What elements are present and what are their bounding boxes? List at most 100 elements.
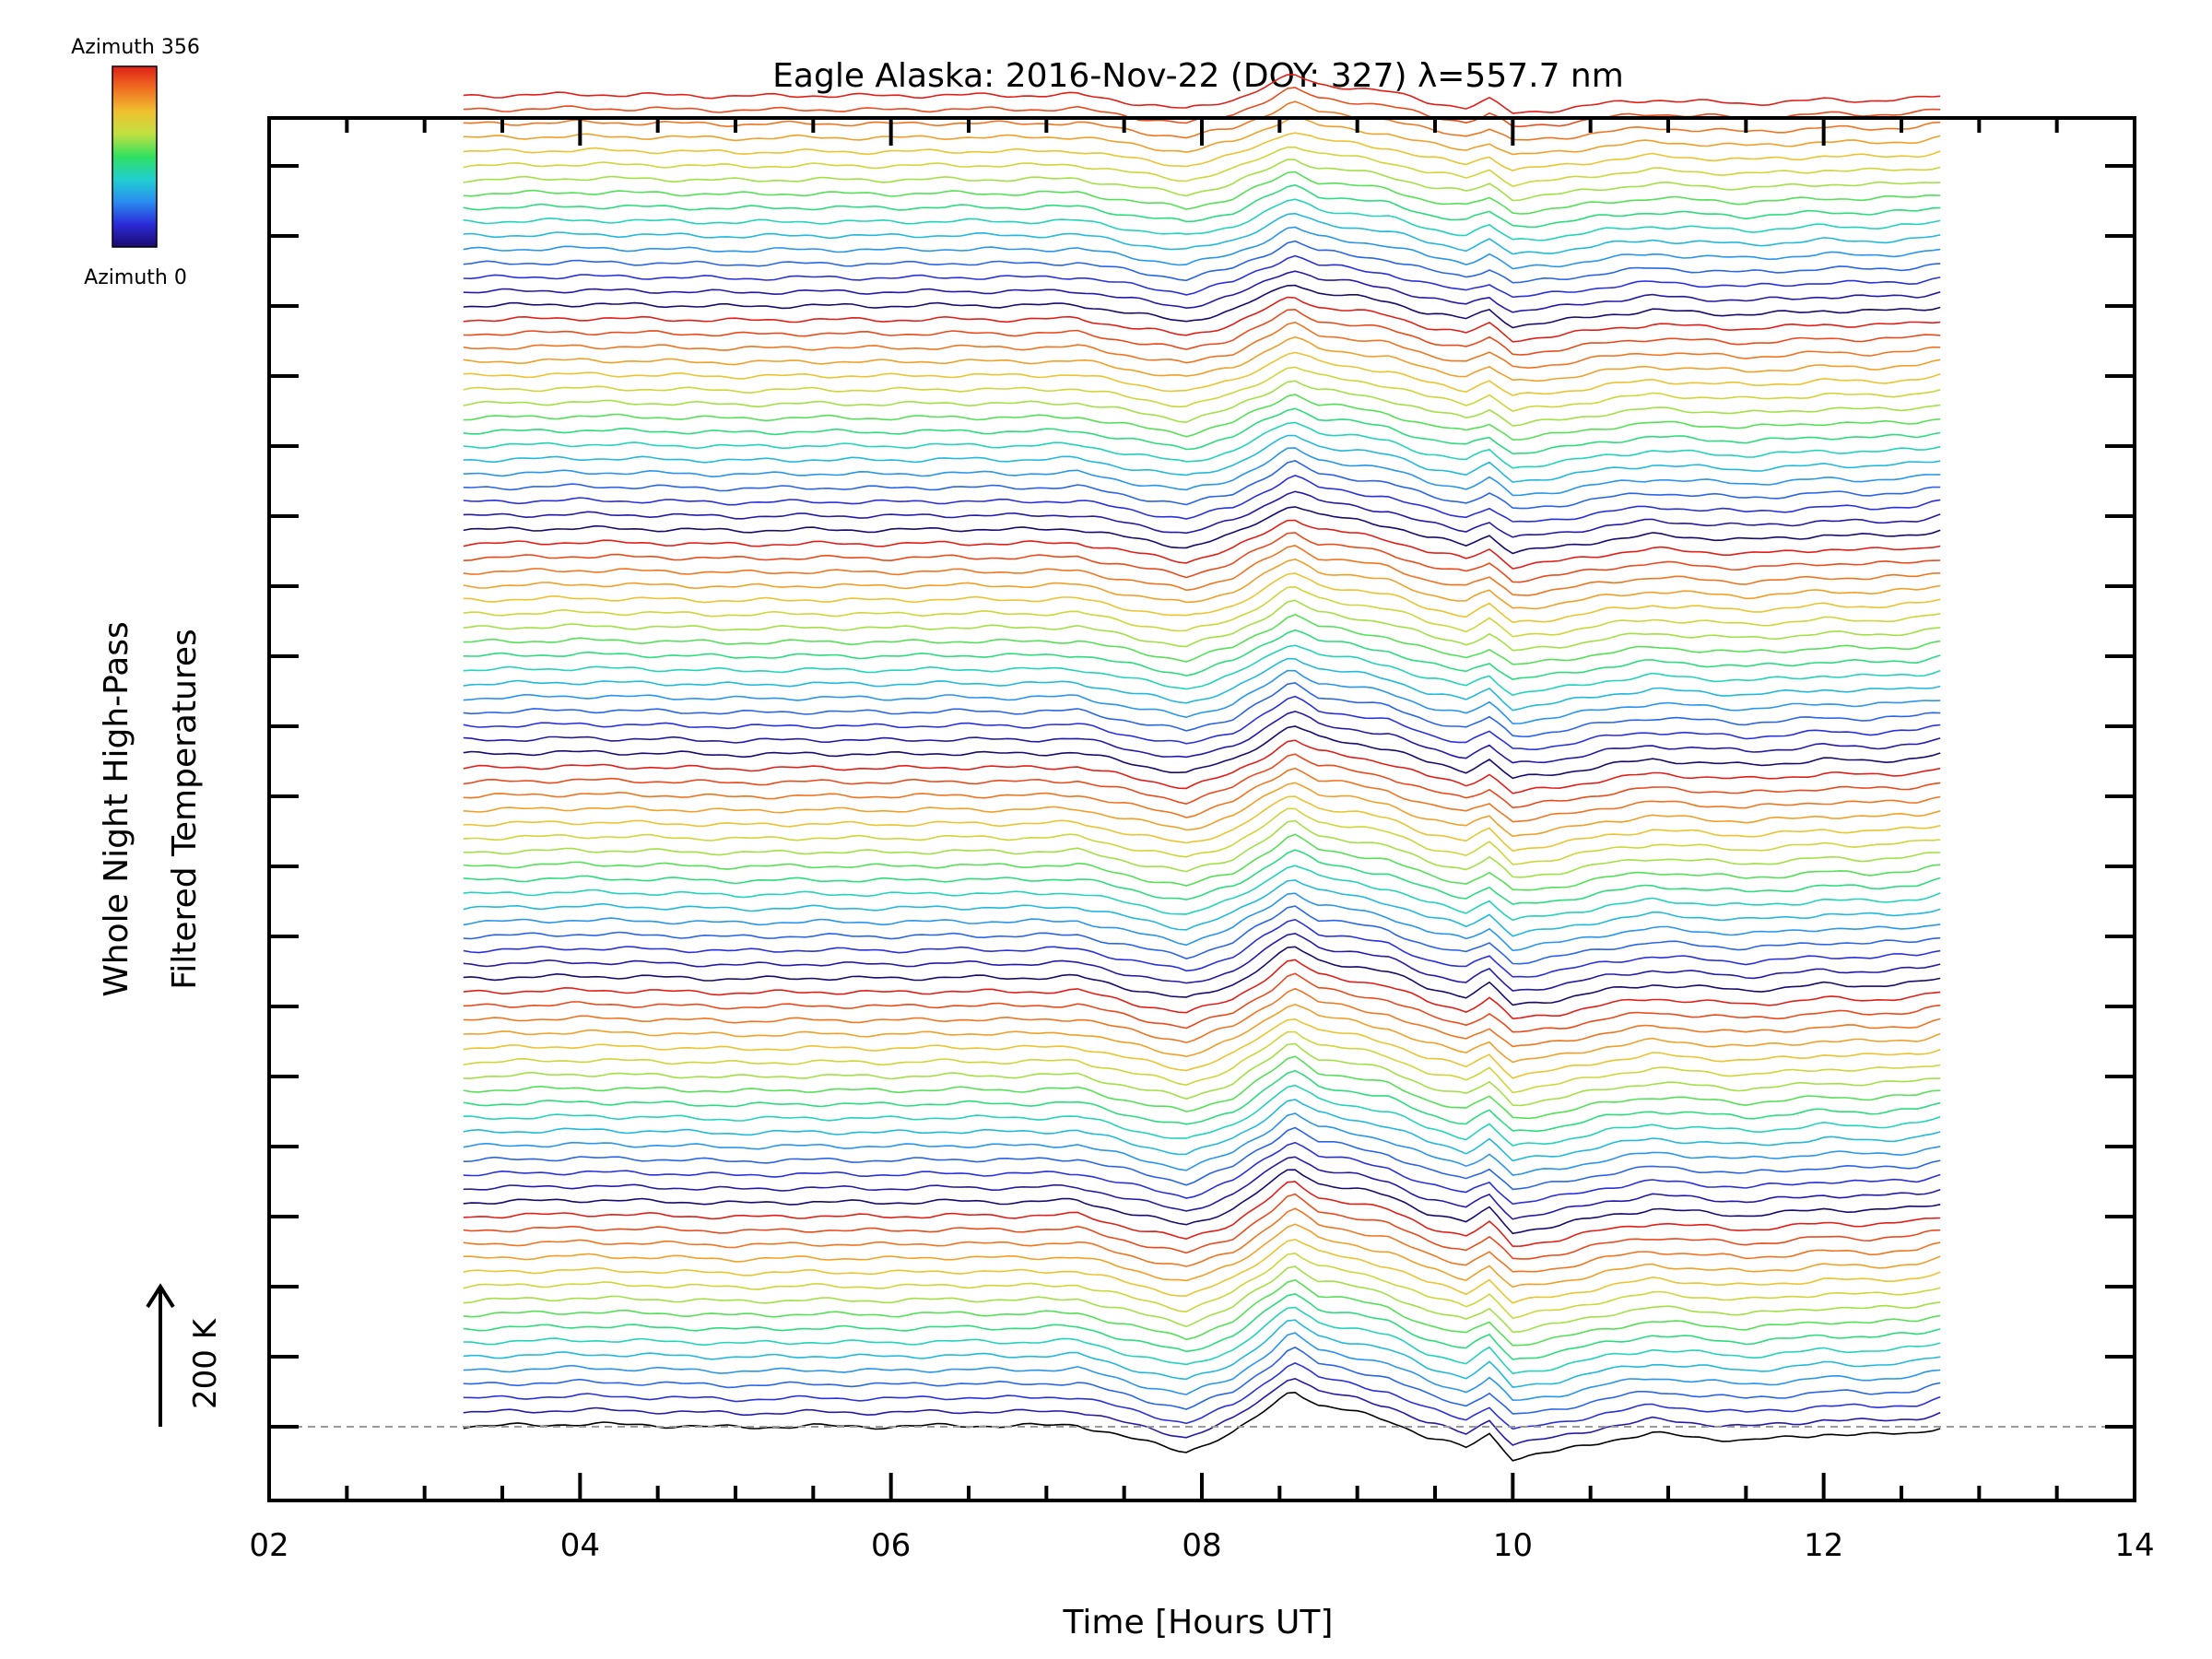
- x-tick-label: 14: [2114, 1527, 2154, 1564]
- scale-bar: 200 K: [146, 1283, 224, 1427]
- trace-line-83: [463, 240, 1941, 284]
- trace-line-45: [463, 767, 1941, 823]
- trace-line-86: [463, 198, 1941, 241]
- trace-line-1: [463, 1377, 1941, 1446]
- y-axis-ticks: [269, 164, 2135, 1429]
- trace-line-81: [463, 270, 1941, 313]
- trace-line-74: [463, 366, 1941, 412]
- trace-line-59: [463, 572, 1941, 624]
- trace-line-69: [463, 434, 1941, 483]
- y-axis-label-line1: Whole Night High-Pass: [98, 621, 135, 997]
- trace-line-72: [463, 394, 1941, 441]
- trace-line-46: [463, 753, 1941, 809]
- trace-line-73: [463, 380, 1941, 427]
- colorbar: Azimuth 356 Azimuth 0: [71, 36, 200, 289]
- trace-line-52: [463, 669, 1941, 724]
- trace-line-42: [463, 807, 1941, 865]
- trace-line-18: [463, 1141, 1941, 1206]
- trace-line-16: [463, 1169, 1941, 1235]
- trace-line-2: [463, 1362, 1941, 1430]
- trace-line-80: [463, 284, 1941, 329]
- trace-line-65: [463, 490, 1941, 538]
- trace-line-29: [463, 987, 1941, 1048]
- trace-line-27: [463, 1018, 1941, 1079]
- x-axis-label: Time [Hours UT]: [1063, 1604, 1334, 1641]
- trace-line-75: [463, 351, 1941, 396]
- trace-line-95: [463, 74, 1941, 114]
- trace-line-58: [463, 585, 1941, 638]
- trace-line-84: [463, 226, 1941, 270]
- colorbar-bottom-label: Azimuth 0: [84, 266, 187, 289]
- colorbar-gradient: [112, 65, 158, 248]
- trace-line-40: [463, 833, 1941, 891]
- trace-line-67: [463, 460, 1941, 510]
- trace-line-60: [463, 558, 1941, 610]
- trace-line-63: [463, 519, 1941, 570]
- x-tick-label: 10: [1493, 1527, 1533, 1564]
- trace-line-90: [463, 146, 1941, 188]
- trace-line-13: [463, 1207, 1941, 1273]
- trace-line-34: [463, 918, 1941, 978]
- trace-line-21: [463, 1099, 1941, 1162]
- trace-line-28: [463, 1004, 1941, 1064]
- trace-group: [463, 74, 1941, 1462]
- trace-line-61: [463, 545, 1941, 596]
- trace-line-70: [463, 421, 1941, 469]
- trace-line-89: [463, 159, 1941, 202]
- trace-line-78: [463, 308, 1941, 356]
- trace-line-41: [463, 819, 1941, 878]
- trace-line-92: [463, 116, 1941, 156]
- trace-line-23: [463, 1069, 1941, 1133]
- trace-line-17: [463, 1156, 1941, 1220]
- trace-line-3: [463, 1346, 1941, 1415]
- trace-line-35: [463, 905, 1941, 965]
- trace-line-5: [463, 1319, 1941, 1388]
- trace-line-14: [463, 1193, 1941, 1260]
- trace-line-15: [463, 1181, 1941, 1248]
- trace-line-51: [463, 681, 1941, 738]
- x-axis-tick-labels: 02 04 06 08 10 12 14: [249, 1527, 2154, 1564]
- trace-line-68: [463, 447, 1941, 497]
- trace-line-20: [463, 1112, 1941, 1176]
- trace-line-37: [463, 879, 1941, 937]
- trace-line-39: [463, 849, 1941, 905]
- trace-line-47: [463, 739, 1941, 794]
- trace-line-4: [463, 1332, 1941, 1402]
- trace-line-91: [463, 132, 1941, 171]
- trace-line-76: [463, 335, 1941, 382]
- trace-line-79: [463, 296, 1941, 343]
- trace-line-82: [463, 254, 1941, 299]
- trace-line-56: [463, 614, 1941, 665]
- trace-line-10: [463, 1252, 1941, 1320]
- scale-bar-arrow-head: [146, 1283, 175, 1309]
- trace-line-71: [463, 407, 1941, 455]
- trace-line-33: [463, 932, 1941, 992]
- x-tick-label: 02: [249, 1527, 288, 1564]
- trace-line-50: [463, 695, 1941, 751]
- x-tick-label: 06: [871, 1527, 911, 1564]
- trace-line-7: [463, 1292, 1941, 1360]
- chart-title: Eagle Alaska: 2016-Nov-22 (DOY: 327) λ=5…: [772, 57, 1624, 95]
- trace-line-6: [463, 1306, 1941, 1375]
- trace-line-44: [463, 782, 1941, 838]
- colorbar-top-label: Azimuth 356: [71, 36, 200, 59]
- x-tick-label: 08: [1182, 1527, 1221, 1564]
- trace-line-31: [463, 959, 1941, 1020]
- trace-line-22: [463, 1084, 1941, 1147]
- trace-line-9: [463, 1265, 1941, 1334]
- trace-line-38: [463, 865, 1941, 922]
- x-tick-label: 04: [560, 1527, 600, 1564]
- trace-line-36: [463, 892, 1941, 952]
- trace-line-19: [463, 1126, 1941, 1191]
- trace-line-12: [463, 1223, 1941, 1288]
- trace-line-49: [463, 710, 1941, 764]
- trace-line-30: [463, 972, 1941, 1033]
- trace-line-11: [463, 1238, 1941, 1304]
- x-tick-label: 12: [1804, 1527, 1843, 1564]
- trace-line-55: [463, 629, 1941, 680]
- trace-line-66: [463, 475, 1941, 523]
- trace-line-53: [463, 657, 1941, 712]
- trace-line-57: [463, 599, 1941, 652]
- trace-line-87: [463, 183, 1941, 229]
